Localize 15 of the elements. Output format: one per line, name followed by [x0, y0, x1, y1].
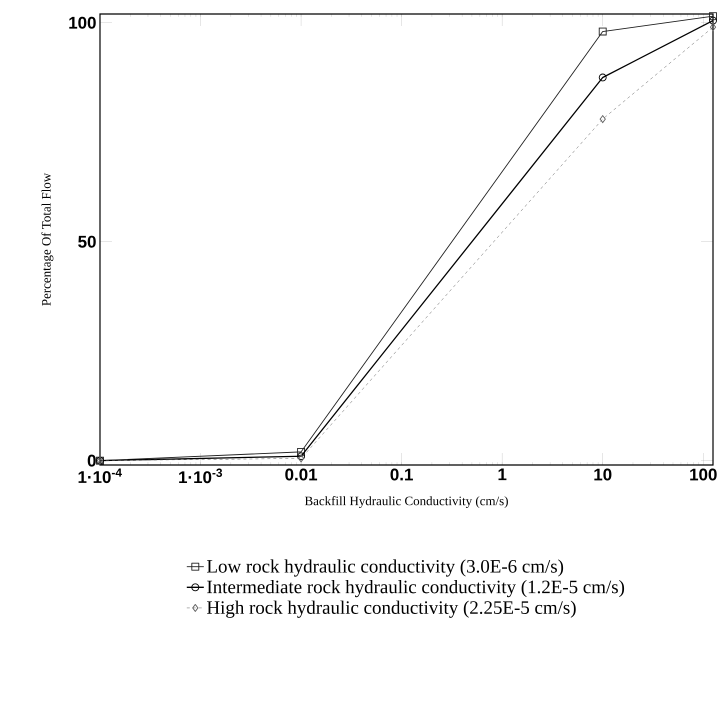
x-tick-label: 1·10$^{-4}$	[78, 468, 122, 484]
y-tick-label: 100	[69, 16, 96, 29]
x-tick-label: 0.01	[285, 468, 318, 481]
legend-label: Intermediate rock hydraulic conductivity (1.2E-5 cm/s)	[207, 580, 624, 598]
y-axis-title: Percentage Of Total Flow	[41, 172, 54, 306]
y-tick-label: 0	[88, 454, 96, 467]
x-tick-label: 10	[594, 468, 612, 481]
legend-label: Low rock hydraulic conductivity (3.0E-6 cm/s)	[206, 559, 564, 577]
x-tick-label: 1·10$^{-3}$	[179, 468, 222, 484]
x-tick-label: 100	[690, 468, 717, 481]
x-tick-label: 1	[498, 468, 506, 480]
x-tick-label: 0.1	[390, 468, 413, 481]
x-axis-title: Backfill Hydraulic Conductivity (cm/s)	[304, 496, 508, 508]
y-tick-label: 50	[78, 236, 96, 248]
legend-label: High rock hydraulic conductivity (2.25E-5 cm/s)	[206, 600, 576, 618]
